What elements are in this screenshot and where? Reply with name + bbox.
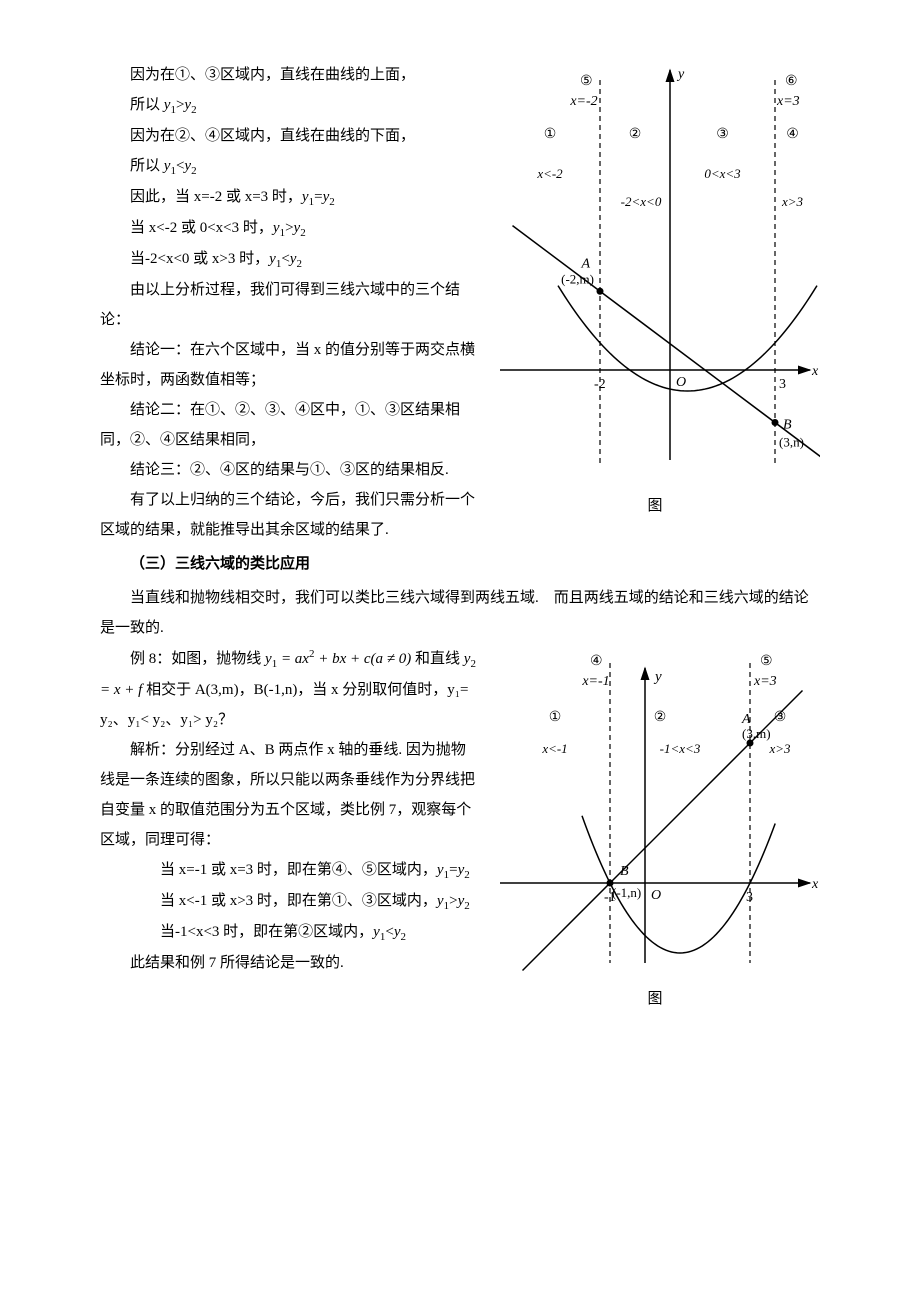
svg-text:①: ① [549,710,562,725]
section-heading: （三）三线六域的类比应用 [100,549,820,579]
svg-text:③: ③ [716,127,729,142]
svg-text:x>3: x>3 [781,194,804,209]
svg-text:(3,m): (3,m) [742,726,771,741]
svg-text:A: A [741,712,751,727]
svg-text:x=-1: x=-1 [581,674,609,689]
figure-2-caption: 图 [490,984,820,1014]
svg-text:x=3: x=3 [776,94,800,109]
svg-text:3: 3 [746,890,753,905]
svg-text:-2: -2 [594,377,606,392]
svg-text:⑤: ⑤ [760,654,773,669]
svg-text:(-1,n): (-1,n) [612,885,641,900]
figure-1-caption: 图 [490,491,820,521]
svg-text:(-2,m): (-2,m) [561,271,594,286]
text: 当直线和抛物线相交时，我们可以类比三线六域得到两线五域. 而且两线五域的结论和三… [100,583,820,643]
svg-text:②: ② [629,127,642,142]
svg-text:③: ③ [774,710,787,725]
svg-text:x: x [811,364,819,379]
svg-text:②: ② [654,710,667,725]
svg-text:x<-2: x<-2 [536,166,563,181]
svg-text:x=3: x=3 [753,674,777,689]
svg-text:④: ④ [590,654,603,669]
svg-text:0<x<3: 0<x<3 [704,166,741,181]
svg-text:y: y [676,67,685,82]
svg-text:B: B [620,864,629,879]
svg-text:-2<x<0: -2<x<0 [621,194,662,209]
svg-text:3: 3 [779,377,786,392]
svg-text:①: ① [544,127,557,142]
figure-2: xyO①②③④⑤x=-1x=3x<-1-1<x<3x>3-13A(3,m)B(-… [490,643,820,1014]
svg-text:B: B [783,418,792,433]
svg-text:O: O [651,888,661,903]
svg-text:y: y [653,669,662,685]
svg-text:x<-1: x<-1 [541,741,567,756]
svg-text:⑤: ⑤ [580,74,593,89]
svg-text:x>3: x>3 [768,741,791,756]
svg-text:x: x [811,877,819,892]
figure-1: x y O ① ② ③ ④ ⑤ ⑥ x=-2 x=3 x<-2 -2<x<0 0<x<3 x>3 -2 3 A(-… [490,60,820,521]
svg-text:O: O [676,375,686,390]
svg-text:⑥: ⑥ [785,74,798,89]
svg-text:x=-2: x=-2 [569,94,597,109]
svg-text:-1<x<3: -1<x<3 [660,741,701,756]
svg-text:④: ④ [786,127,799,142]
svg-text:A: A [580,256,590,271]
svg-text:(3,n): (3,n) [779,435,804,450]
